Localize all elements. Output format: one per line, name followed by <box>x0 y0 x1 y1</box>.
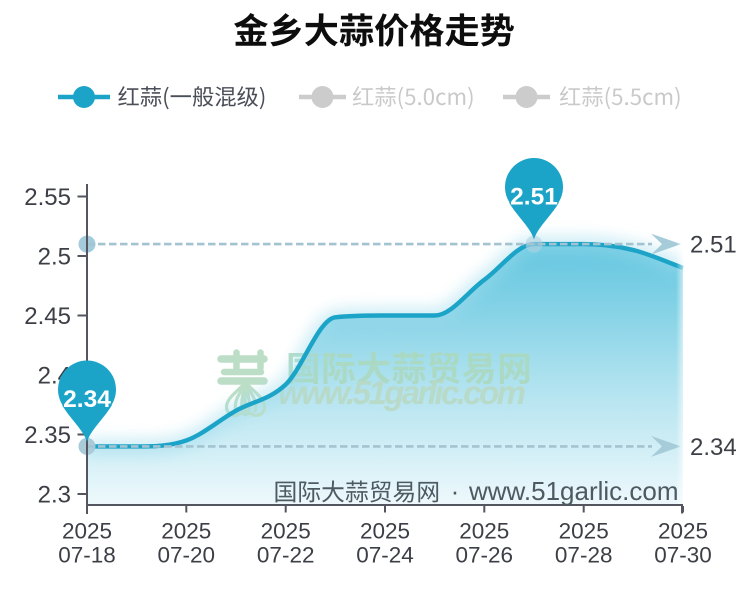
svg-text:2.51: 2.51 <box>510 184 558 211</box>
svg-text:2.55: 2.55 <box>24 184 71 211</box>
svg-text:2025: 2025 <box>261 519 311 544</box>
svg-text:2.45: 2.45 <box>24 303 71 330</box>
svg-text:2.51: 2.51 <box>690 232 737 259</box>
svg-text:2025: 2025 <box>62 519 112 544</box>
svg-text:www.51garlic.com: www.51garlic.com <box>278 374 526 411</box>
svg-text:07-30: 07-30 <box>654 543 712 568</box>
svg-text:07-18: 07-18 <box>58 543 116 568</box>
svg-text:07-20: 07-20 <box>158 543 216 568</box>
svg-text:07-22: 07-22 <box>257 543 315 568</box>
svg-text:07-26: 07-26 <box>456 543 514 568</box>
svg-text:2025: 2025 <box>658 519 708 544</box>
svg-text:2.35: 2.35 <box>24 422 71 449</box>
svg-text:2025: 2025 <box>161 519 211 544</box>
svg-text:07-28: 07-28 <box>555 543 613 568</box>
svg-text:2.34: 2.34 <box>690 434 737 461</box>
svg-text:2025: 2025 <box>459 519 509 544</box>
svg-text:2.5: 2.5 <box>38 244 71 271</box>
svg-text:2025: 2025 <box>559 519 609 544</box>
svg-text:·: · <box>451 476 460 506</box>
svg-text:www.51garlic.com: www.51garlic.com <box>468 476 679 506</box>
svg-text:2.34: 2.34 <box>63 386 111 413</box>
svg-text:2025: 2025 <box>360 519 410 544</box>
svg-text:2.3: 2.3 <box>38 482 71 509</box>
svg-text:07-24: 07-24 <box>356 543 414 568</box>
